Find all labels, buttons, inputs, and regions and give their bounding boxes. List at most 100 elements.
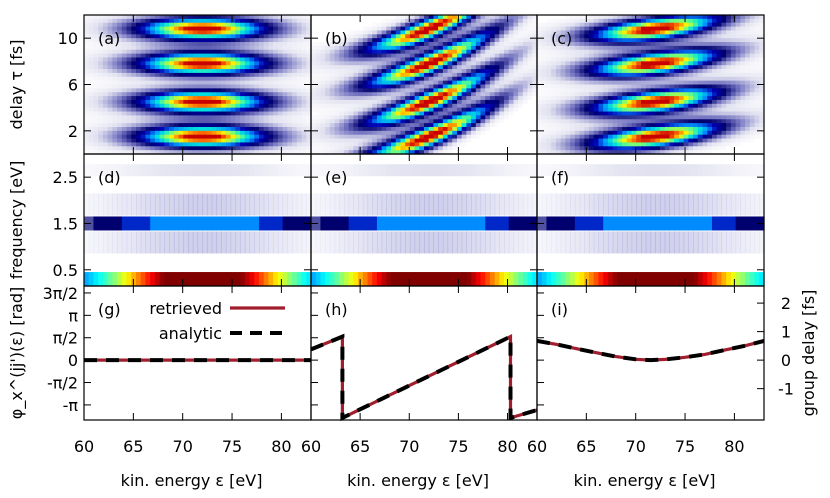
heat-cell (325, 92, 331, 97)
heat-cell (117, 96, 123, 101)
heat-cell (211, 38, 218, 43)
heat-cell (145, 69, 151, 74)
heat-cell (641, 53, 647, 59)
heat-cell (475, 15, 482, 20)
heat-cell (386, 134, 392, 140)
heat-cell (726, 15, 732, 20)
heat-cell (499, 34, 505, 39)
heat-cell (159, 123, 165, 128)
heat-cell (527, 142, 533, 147)
heat-cell (650, 130, 656, 136)
heat-cell (579, 84, 585, 89)
heat-cell (499, 26, 505, 32)
heat-cell (254, 150, 260, 155)
heat-cell (173, 45, 180, 51)
heat-cell (150, 119, 156, 124)
heat-cell (93, 72, 99, 78)
heat-cell (188, 142, 194, 147)
heat-cell (494, 134, 500, 140)
heat-cell (230, 26, 236, 32)
heat-cell (598, 18, 604, 24)
heat-cell (112, 80, 118, 86)
heat-cell (282, 111, 288, 116)
heat-cell (589, 96, 595, 101)
heat-cell (386, 22, 392, 28)
heat-cell (164, 99, 170, 105)
heat-cell (287, 34, 293, 39)
heat-cell (131, 96, 137, 101)
heat-cell (117, 34, 123, 39)
heat-cell (277, 123, 284, 128)
heat-cell (631, 150, 637, 155)
heat-cell (617, 119, 623, 124)
heat-cell (438, 49, 444, 55)
heat-cell (574, 107, 581, 113)
heat-cell (607, 115, 614, 120)
heat-cell (88, 84, 95, 89)
heat-cell (688, 76, 694, 82)
heat-cell (683, 34, 689, 39)
heat-cell (320, 84, 326, 89)
heat-cell (112, 96, 118, 101)
heat-cell (287, 96, 293, 101)
heat-cell (277, 80, 284, 86)
heat-cell (343, 142, 350, 147)
heat-cell (565, 115, 571, 120)
heat-cell (485, 45, 491, 51)
heat-cell (216, 30, 222, 35)
heat-cell (334, 34, 340, 39)
heat-cell (626, 96, 633, 101)
heat-cell (367, 92, 373, 97)
heat-cell (537, 57, 543, 62)
heat-cell (522, 69, 529, 74)
heat-cell (164, 18, 170, 24)
heat-cell (306, 138, 312, 144)
heat-cell (353, 115, 359, 120)
heat-cell (287, 107, 293, 113)
heat-cell (112, 22, 118, 28)
heat-cell (508, 96, 515, 101)
heat-cell (475, 22, 482, 28)
heat-cell (334, 123, 340, 128)
heat-cell (84, 53, 90, 59)
heat-cell (447, 142, 453, 147)
heat-cell (372, 26, 378, 32)
heat-cell (664, 65, 671, 70)
heat-cell (641, 99, 647, 105)
heat-cell (419, 134, 425, 140)
heat-cell (584, 103, 590, 109)
heat-cell (211, 45, 218, 51)
heat-cell (325, 38, 331, 43)
heat-cell (669, 134, 675, 140)
heat-cell (641, 107, 647, 113)
heat-cell (475, 142, 482, 147)
heat-cell (334, 103, 340, 109)
heat-cell (136, 30, 142, 35)
heat-cell (504, 72, 510, 78)
heat-cell (626, 126, 633, 132)
heat-cell (334, 22, 340, 28)
heat-cell (159, 49, 165, 55)
heat-cell (381, 30, 387, 35)
heat-cell (131, 65, 137, 70)
heat-cell (301, 80, 307, 86)
heat-cell (136, 80, 142, 86)
heat-cell (311, 80, 317, 86)
heat-cell (409, 103, 416, 109)
heat-cell (433, 42, 439, 47)
heat-cell (508, 88, 515, 93)
heat-cell (98, 65, 104, 70)
heat-cell (537, 103, 543, 109)
heat-cell (372, 150, 378, 155)
heat-cell (409, 61, 416, 66)
heat-cell (117, 45, 123, 51)
heat-cell (240, 150, 246, 155)
heat-cell (716, 53, 723, 59)
heat-cell (126, 111, 132, 116)
heat-cell (367, 72, 373, 78)
heat-cell (513, 53, 519, 59)
heat-cell (372, 22, 378, 28)
heat-cell (325, 119, 331, 124)
heat-cell (358, 115, 364, 120)
heat-cell (131, 99, 137, 105)
